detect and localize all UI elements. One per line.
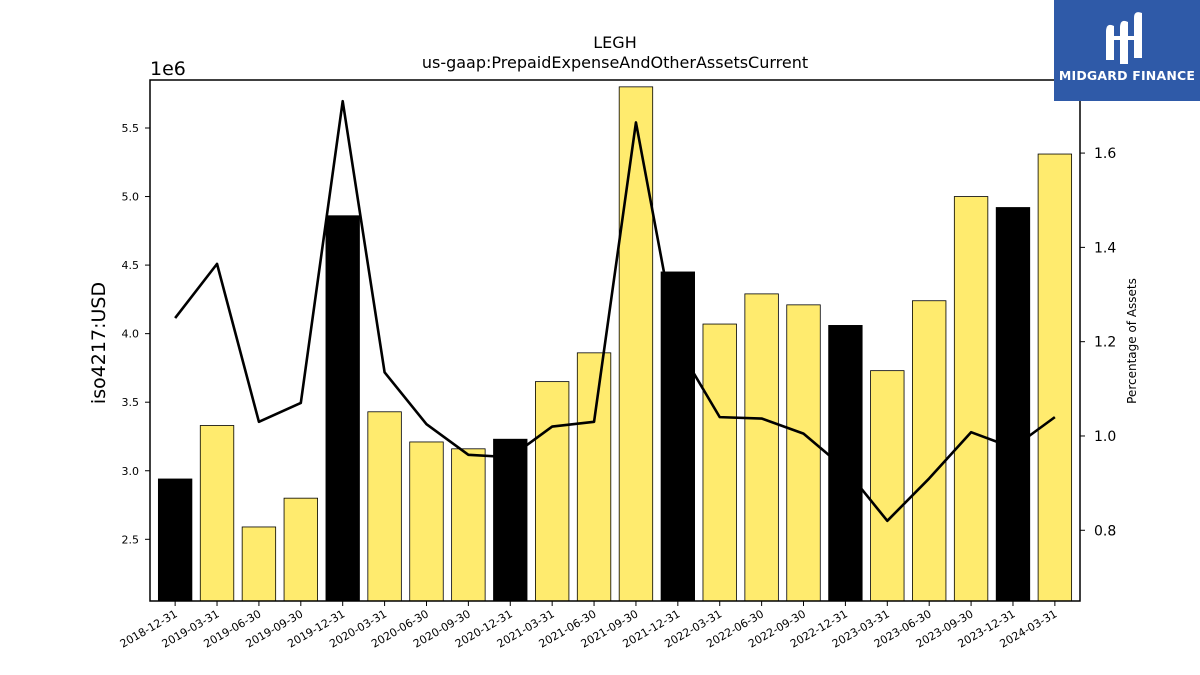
bar bbox=[618, 86, 654, 602]
y-tick-label: 3.5 bbox=[122, 396, 140, 409]
bar bbox=[199, 425, 235, 602]
y-tick-label: 2.5 bbox=[122, 533, 140, 546]
bar bbox=[870, 370, 905, 602]
y2-axis-label: Percentage of Assets bbox=[1125, 278, 1139, 404]
bar bbox=[912, 300, 947, 602]
y-tick-label: 5.5 bbox=[122, 122, 140, 135]
bar bbox=[409, 441, 444, 602]
bar bbox=[1037, 153, 1073, 602]
y-tick-label: 4.0 bbox=[122, 328, 140, 341]
bar bbox=[367, 411, 402, 602]
y-axis-label: iso4217:USD bbox=[88, 282, 110, 404]
bar bbox=[953, 196, 989, 602]
logo-text: MIDGARD FINANCE bbox=[1058, 68, 1196, 83]
y2-tick-label: 0.8 bbox=[1094, 523, 1116, 539]
chart-subtitle: us-gaap:PrepaidExpenseAndOtherAssetsCurr… bbox=[422, 53, 808, 72]
logo: MIDGARD FINANCE bbox=[1054, 0, 1200, 101]
y-tick-label: 4.5 bbox=[122, 259, 140, 272]
bar bbox=[325, 215, 360, 602]
y2-tick-label: 1.0 bbox=[1094, 429, 1116, 445]
bar bbox=[283, 497, 318, 602]
bar bbox=[451, 448, 486, 602]
bar bbox=[493, 438, 528, 602]
y-tick-label: 3.0 bbox=[122, 465, 140, 478]
bar bbox=[660, 271, 695, 602]
bar bbox=[535, 381, 570, 602]
y2-tick-label: 1.2 bbox=[1094, 335, 1116, 351]
y-offset-label: 1e6 bbox=[150, 58, 186, 80]
bar bbox=[702, 323, 737, 602]
bar bbox=[786, 304, 821, 602]
y2-tick-label: 1.6 bbox=[1094, 146, 1116, 162]
bar bbox=[995, 207, 1031, 602]
bar bbox=[241, 526, 277, 602]
bar bbox=[828, 325, 863, 602]
logo-mark-icon bbox=[1106, 12, 1142, 64]
bars-layer bbox=[157, 86, 1073, 602]
line-series bbox=[174, 99, 1056, 523]
chart-title: LEGH bbox=[593, 33, 636, 52]
plot-frame bbox=[149, 79, 1081, 602]
bar bbox=[744, 293, 779, 602]
line-layer bbox=[174, 99, 1056, 523]
y-tick-label: 5.0 bbox=[122, 191, 140, 204]
y2-tick-label: 1.4 bbox=[1094, 240, 1116, 256]
bar bbox=[576, 352, 612, 602]
bar bbox=[157, 478, 193, 602]
